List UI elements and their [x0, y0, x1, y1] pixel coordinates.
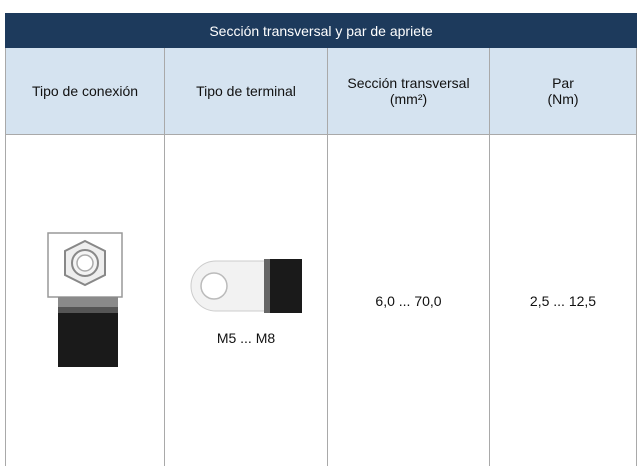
cell-text: 6,0 ... 70,0 — [375, 292, 442, 309]
header-text: Tipo de conexión — [31, 83, 139, 99]
body-cell: 2,5 ... 12,5 — [490, 135, 637, 466]
header-cell: Sección transversal (mm²) — [328, 48, 490, 135]
header-cell: Tipo de conexión — [5, 48, 165, 135]
header-text: (Nm) — [547, 91, 579, 107]
body-cell — [5, 135, 165, 466]
table: Sección transversal y par de apriete Tip… — [5, 13, 637, 466]
header-text: Sección transversal — [347, 75, 470, 91]
header-text: (mm²) — [389, 91, 428, 107]
cell-text: 2,5 ... 12,5 — [529, 292, 597, 309]
header-text: Tipo de terminal — [196, 83, 296, 99]
connection-icon — [47, 231, 123, 367]
header-cell: Tipo de terminal — [165, 48, 328, 135]
body-cell: M5 ... M8 — [165, 135, 328, 466]
table-title: Sección transversal y par de apriete — [5, 13, 637, 48]
header-text: Par — [552, 75, 574, 91]
header-cell: Par (Nm) — [490, 48, 637, 135]
body-cell: 6,0 ... 70,0 — [328, 135, 490, 466]
terminal-icon — [190, 258, 302, 313]
terminal-label: M5 ... M8 — [216, 329, 276, 346]
